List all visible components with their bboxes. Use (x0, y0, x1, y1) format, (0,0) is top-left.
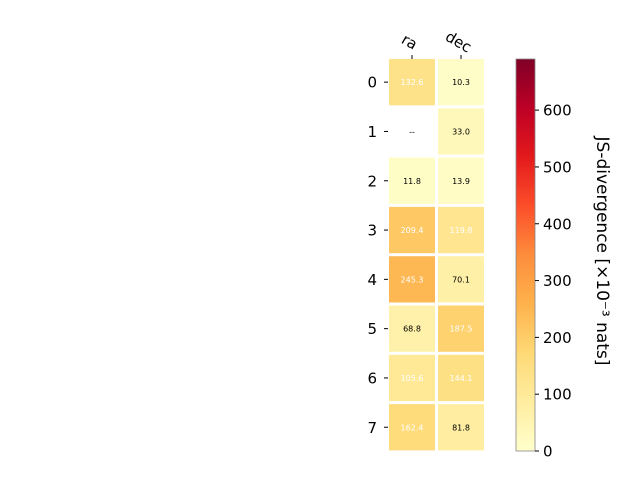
colorbar-tick-label: 100 (543, 386, 572, 404)
cell-value-label: 13.9 (452, 177, 470, 186)
heatmap-cell (389, 108, 435, 155)
row-tick-label: 6 (367, 369, 377, 387)
row-tick-label: 4 (367, 271, 377, 289)
row-tick-label: 3 (367, 222, 377, 240)
row-tick-label: 5 (367, 320, 377, 338)
heatmap-cell (438, 157, 484, 204)
heatmap-cell (438, 256, 484, 303)
row-tick-label: 0 (367, 74, 377, 92)
heatmap-cell (389, 354, 435, 402)
heatmap-cell (438, 108, 484, 155)
heatmap-cell (389, 206, 435, 254)
colorbar-tick-label: 0 (543, 443, 553, 461)
cell-value-label: 119.8 (450, 226, 473, 235)
cell-value-label: 209.4 (401, 226, 424, 235)
cell-value-label: 187.5 (450, 325, 473, 334)
colorbar-tick-label: 500 (543, 158, 572, 176)
colorbar: 0 100 200 300 400 500 600 JS-divergence [×10⁻³… (515, 58, 612, 461)
row-tick-label: 1 (367, 123, 377, 141)
colorbar-label: JS-divergence [×10⁻³ nats] (592, 136, 612, 366)
cell-value-label: 132.6 (401, 78, 424, 87)
cell-value-label: 144.1 (450, 374, 473, 383)
column-tick-label: dec (442, 27, 474, 56)
row-tick-group: 0 1 2 3 4 5 6 7 (367, 74, 388, 437)
colorbar-tick-label: 300 (543, 272, 572, 290)
heatmap-cell (438, 354, 484, 402)
cell-value-label: 11.8 (403, 177, 421, 186)
heatmap-cell (389, 256, 435, 303)
colorbar-tick-label: 600 (543, 102, 572, 120)
row-tick-label: 7 (367, 419, 377, 437)
heatmap-cell (438, 206, 484, 254)
heatmap-cell (389, 157, 435, 204)
colorbar-tick-label: 200 (543, 329, 572, 347)
heatmap-cell (389, 305, 435, 352)
cell-value-label: 68.8 (403, 325, 421, 334)
heatmap-cells: 132.6 10.3 -- 33.0 11.8 13.9 209.4 119.8 245.3 70… (389, 59, 484, 451)
cell-value-label: 245.3 (401, 275, 424, 284)
heatmap-cell (438, 305, 484, 352)
cell-value-label: 70.1 (452, 275, 470, 284)
colorbar-tick-group: 0 100 200 300 400 500 600 (535, 102, 572, 461)
cell-value-label: 162.4 (401, 423, 424, 432)
heatmap-cell (389, 59, 435, 106)
cell-value-label: 33.0 (452, 127, 470, 136)
colorbar-gradient (515, 58, 536, 452)
heatmap-cell (438, 404, 484, 451)
heatmap-cell (438, 59, 484, 106)
colorbar-tick-label: 400 (543, 215, 572, 233)
cell-value-label: 10.3 (452, 78, 470, 87)
column-tick-label: ra (398, 30, 420, 53)
heatmap-cell (389, 404, 435, 451)
cell-value-label: 105.6 (401, 374, 424, 383)
row-tick-label: 2 (367, 172, 377, 190)
cell-value-label: 81.8 (452, 423, 470, 432)
column-tick-group: ra dec (398, 27, 475, 59)
cell-value-label: -- (409, 127, 415, 136)
